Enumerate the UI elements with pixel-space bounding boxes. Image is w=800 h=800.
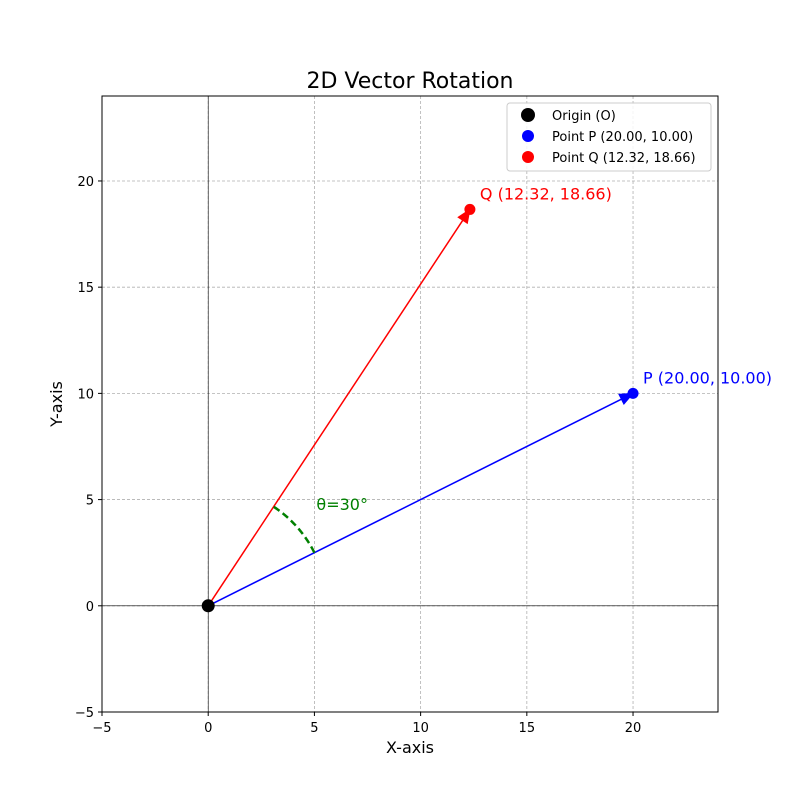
angle-label: θ=30° <box>316 495 368 514</box>
legend-entry-p: Point P (20.00, 10.00) <box>552 130 693 145</box>
y-tick-label: 0 <box>86 600 94 615</box>
y-tick-label: 5 <box>86 494 94 509</box>
y-tick-label: −5 <box>75 706 94 721</box>
legend-box <box>506 102 712 172</box>
legend-entry-q: Point Q (12.32, 18.66) <box>552 151 696 166</box>
points: P (20.00, 10.00) Q (12.32, 18.66) <box>201 184 772 613</box>
y-tick-label: 10 <box>77 387 94 402</box>
vector-oq-shaft <box>207 219 464 607</box>
x-tick-label: 5 <box>310 721 318 736</box>
plot-frame <box>101 95 719 713</box>
legend-marker-q <box>522 151 534 163</box>
x-axis-label: X-axis <box>386 738 434 757</box>
y-tick-label: 15 <box>77 281 94 296</box>
point-origin-marker <box>201 599 215 613</box>
point-q-label: Q (12.32, 18.66) <box>480 184 612 203</box>
vector-op-shaft <box>207 398 622 607</box>
legend-entry-origin: Origin (O) <box>552 109 616 124</box>
x-tick-label: 15 <box>519 721 536 736</box>
angle-arc-group: θ=30° <box>272 495 368 554</box>
x-tick-label: 0 <box>204 721 212 736</box>
y-axis-label: Y-axis <box>47 381 66 428</box>
ticks: −5 0 5 10 15 20 −5 0 5 10 15 20 <box>75 175 641 736</box>
point-p-label: P (20.00, 10.00) <box>643 368 772 387</box>
y-tick-label: 20 <box>77 175 94 190</box>
x-tick-label: 10 <box>412 721 429 736</box>
legend: Origin (O) Point P (20.00, 10.00) Point Q … <box>506 102 712 172</box>
x-tick-label: −5 <box>92 721 111 736</box>
legend-marker-origin <box>521 108 535 122</box>
chart-title: 2D Vector Rotation <box>306 69 513 94</box>
point-q-marker <box>464 203 476 215</box>
point-p-marker <box>627 387 639 399</box>
legend-marker-p <box>522 130 534 142</box>
x-tick-label: 20 <box>625 721 642 736</box>
